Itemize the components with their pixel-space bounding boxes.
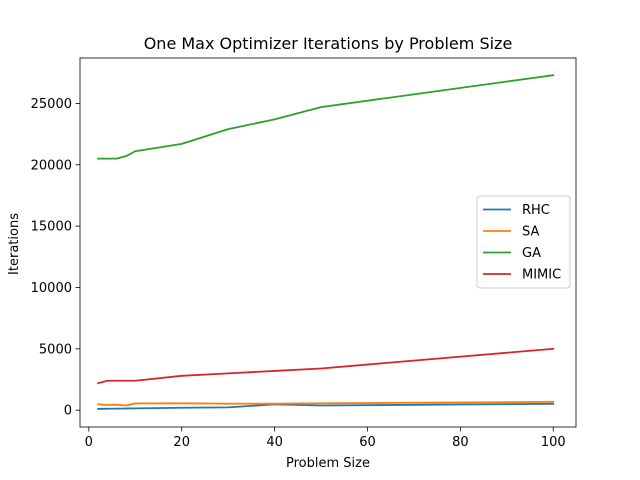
legend-label-rhc: RHC <box>522 203 550 218</box>
series-line-rhc <box>97 402 555 410</box>
legend-label-ga: GA <box>522 246 541 261</box>
legend-box <box>476 195 571 289</box>
x-tick-label: 60 <box>359 435 376 450</box>
x-axis: 0 20 40 60 80 100 <box>85 427 566 450</box>
y-tick-label: 5000 <box>39 342 72 357</box>
x-tick-label: 0 <box>85 435 93 450</box>
series-lines <box>97 74 555 410</box>
legend-label-mimic: MIMIC <box>522 268 561 283</box>
y-tick-label: 0 <box>64 404 72 419</box>
y-tick-label: 10000 <box>31 281 72 296</box>
y-tick-label: 15000 <box>31 220 72 235</box>
y-tick-label: 20000 <box>31 158 72 173</box>
series-line-mimic <box>97 347 555 385</box>
series-line-sa <box>97 400 555 407</box>
y-axis-label: Iterations <box>7 213 22 275</box>
legend-label-sa: SA <box>522 225 539 240</box>
x-axis-label: Problem Size <box>286 456 370 471</box>
x-tick-label: 40 <box>266 435 283 450</box>
x-tick-label: 80 <box>452 435 469 450</box>
x-tick-label: 100 <box>541 435 566 450</box>
y-axis: 0 5000 10000 15000 20000 25000 <box>31 97 80 419</box>
series-line-ga <box>97 74 555 160</box>
y-tick-label: 25000 <box>31 97 72 112</box>
x-tick-label: 20 <box>173 435 190 450</box>
legend: RHC SA GA MIMIC <box>476 195 571 289</box>
chart-title: One Max Optimizer Iterations by Problem … <box>144 34 513 53</box>
